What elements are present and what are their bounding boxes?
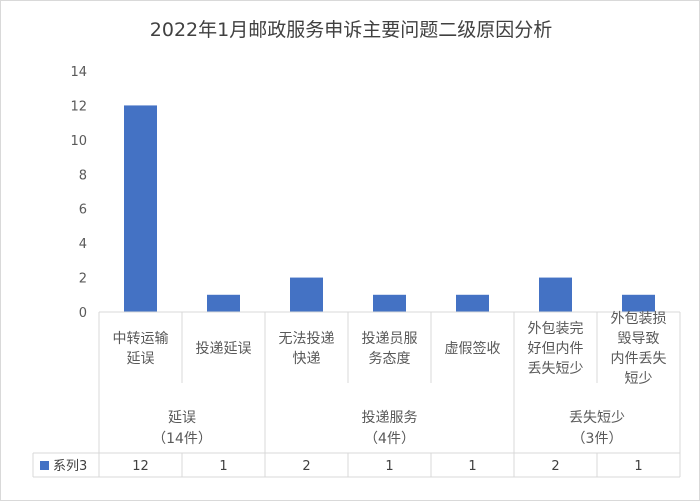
y-tick-label: 8 — [79, 168, 87, 183]
table-value: 1 — [385, 459, 393, 474]
chart-title: 2022年1月邮政服务申诉主要问题二级原因分析 — [149, 19, 553, 41]
category-label: 中转运输 — [113, 331, 169, 347]
category-label: 延误 — [127, 351, 155, 367]
bar — [373, 294, 406, 312]
category-label: 快递 — [293, 351, 321, 367]
category-label: 投递员服 — [362, 331, 418, 347]
category-label: 短少 — [625, 371, 653, 387]
category-label: 外包装完 — [528, 321, 584, 337]
category-label: 丢失短少 — [528, 361, 584, 377]
bar — [290, 277, 323, 312]
category-label: 投递延误 — [196, 341, 252, 357]
table-value: 1 — [219, 459, 227, 474]
group-label: 丢失短少 — [569, 410, 625, 426]
y-tick-label: 4 — [79, 237, 87, 252]
bar — [207, 294, 240, 312]
table-value: 2 — [302, 459, 310, 474]
category-label: 务态度 — [369, 351, 411, 367]
y-tick-label: 12 — [70, 99, 87, 114]
table-value: 1 — [634, 459, 642, 474]
y-tick-label: 2 — [79, 272, 87, 287]
bar — [539, 277, 572, 312]
group-label: 延误 — [168, 410, 196, 426]
group-label: 投递服务 — [362, 410, 418, 426]
table-value: 12 — [132, 459, 149, 474]
y-tick-label: 14 — [70, 65, 87, 80]
y-tick-label: 0 — [79, 306, 87, 321]
legend-swatch — [40, 461, 49, 470]
bar — [124, 105, 157, 312]
legend-series-label: 系列3 — [53, 459, 87, 474]
table-value: 2 — [551, 459, 559, 474]
bar — [622, 294, 655, 312]
group-label: （14件） — [152, 431, 212, 447]
category-label: 毁导致 — [618, 331, 660, 347]
y-tick-label: 6 — [79, 203, 87, 218]
category-label: 内件丢失 — [611, 351, 667, 367]
table-value: 1 — [468, 459, 476, 474]
category-label: 虚假签收 — [445, 340, 501, 357]
bar — [456, 294, 489, 312]
category-label: 无法投递 — [279, 331, 335, 347]
group-label: （4件） — [364, 431, 415, 447]
y-tick-label: 10 — [70, 134, 87, 149]
group-label: （3件） — [572, 431, 623, 447]
category-label: 外包装损 — [611, 311, 667, 327]
category-label: 好但内件 — [528, 341, 584, 357]
